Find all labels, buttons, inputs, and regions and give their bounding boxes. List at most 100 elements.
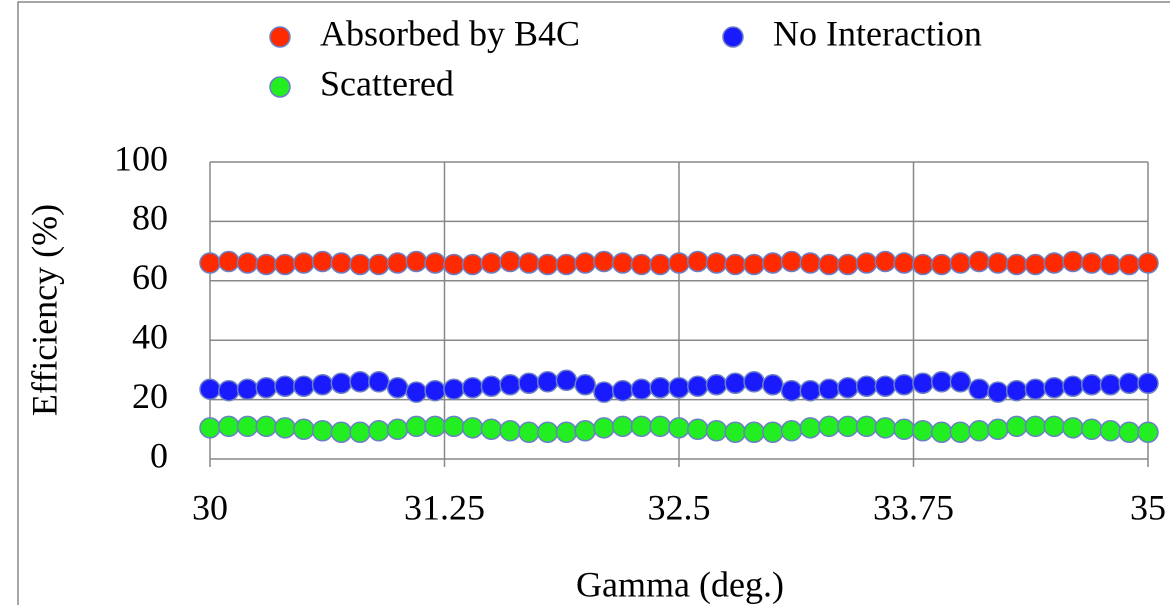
point — [668, 417, 690, 439]
y-tick-label: 0 — [150, 435, 168, 475]
x-tick-label: 30 — [192, 487, 228, 527]
point — [1005, 379, 1028, 402]
point — [930, 421, 953, 444]
point — [987, 381, 1009, 403]
point — [405, 415, 428, 438]
point — [1137, 372, 1159, 395]
point — [837, 376, 859, 399]
point — [255, 376, 278, 399]
point — [368, 253, 390, 276]
point — [930, 371, 953, 393]
y-tick-label: 80 — [132, 198, 168, 238]
point — [874, 417, 897, 439]
point — [349, 421, 371, 444]
point — [1024, 253, 1047, 276]
point — [743, 421, 765, 444]
point — [893, 252, 915, 274]
point — [443, 253, 465, 276]
point — [799, 379, 822, 402]
point — [762, 374, 784, 396]
point — [1137, 252, 1159, 274]
point — [874, 250, 897, 273]
point — [255, 253, 278, 276]
legend-marker — [269, 26, 291, 48]
point — [893, 374, 915, 396]
point — [1062, 417, 1084, 439]
point — [968, 378, 990, 400]
point — [1062, 375, 1084, 397]
point — [949, 421, 972, 444]
point — [480, 418, 503, 441]
point — [1024, 415, 1047, 438]
point — [236, 415, 259, 438]
point — [630, 378, 653, 400]
point — [649, 253, 671, 276]
point — [1137, 421, 1159, 444]
point — [611, 252, 634, 274]
legend-marker — [269, 76, 291, 98]
point — [780, 379, 803, 402]
legend-marker — [722, 26, 744, 48]
x-tick-label: 32.5 — [648, 487, 711, 527]
point — [274, 375, 296, 397]
chart-border — [17, 1, 1170, 605]
point — [687, 375, 709, 397]
point — [199, 378, 221, 400]
point — [405, 381, 428, 403]
point — [593, 381, 615, 403]
point — [536, 253, 559, 276]
y-tick-label: 60 — [132, 257, 168, 297]
point — [330, 372, 353, 395]
point — [705, 420, 728, 442]
point — [687, 250, 709, 273]
point — [1043, 415, 1065, 438]
x-axis-label: Gamma (deg.) — [576, 564, 784, 604]
point — [218, 415, 240, 438]
point — [349, 253, 371, 276]
point — [837, 415, 859, 438]
point — [255, 415, 278, 438]
legend-label: No Interaction — [773, 13, 982, 53]
point — [762, 252, 784, 274]
point — [236, 252, 259, 274]
point — [968, 420, 990, 442]
point — [293, 418, 315, 441]
point — [1099, 420, 1122, 442]
point — [518, 372, 540, 395]
point — [630, 415, 653, 438]
point — [536, 421, 559, 444]
point — [949, 252, 972, 274]
point — [1024, 378, 1047, 400]
point — [630, 253, 653, 276]
point — [855, 375, 878, 397]
point — [1080, 374, 1103, 396]
point — [1043, 376, 1065, 399]
y-axis-label: Efficiency (%) — [24, 204, 64, 416]
point — [780, 420, 803, 442]
point — [743, 253, 765, 276]
point — [912, 253, 934, 276]
x-tick-label: 35 — [1130, 487, 1166, 527]
point — [1080, 418, 1103, 441]
point — [311, 250, 334, 273]
point — [461, 417, 484, 439]
point — [555, 421, 578, 444]
point — [574, 252, 596, 274]
point — [1005, 415, 1028, 438]
point — [724, 421, 747, 444]
point — [499, 250, 521, 273]
point — [499, 374, 521, 396]
point — [199, 252, 221, 274]
point — [780, 250, 803, 273]
point — [1099, 374, 1122, 396]
point — [293, 252, 315, 274]
point — [443, 378, 465, 400]
point — [405, 250, 428, 273]
point — [518, 421, 540, 444]
point — [349, 371, 371, 393]
point — [855, 252, 878, 274]
point — [649, 376, 671, 399]
point — [236, 378, 259, 400]
point — [1099, 253, 1122, 276]
point — [218, 250, 240, 273]
